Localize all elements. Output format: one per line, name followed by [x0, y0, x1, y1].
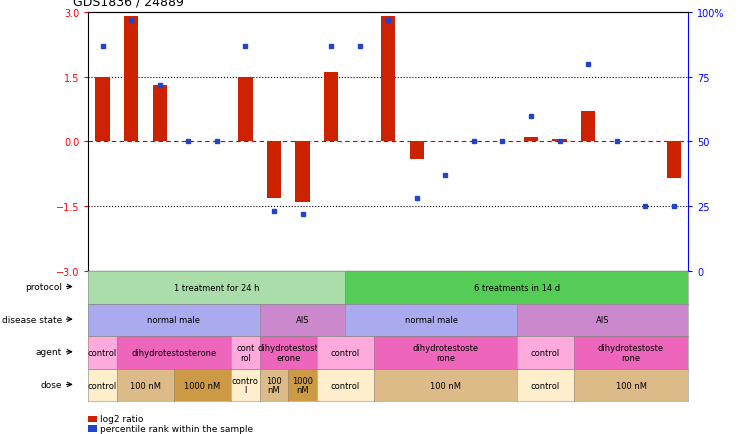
Text: 100
nM: 100 nM — [266, 376, 282, 395]
Text: control: control — [530, 348, 560, 357]
Text: 1 treatment for 24 h: 1 treatment for 24 h — [174, 283, 260, 292]
Bar — [553, 140, 567, 142]
Text: protocol: protocol — [25, 283, 62, 291]
Text: 1000
nM: 1000 nM — [292, 376, 313, 395]
Text: AIS: AIS — [595, 316, 609, 325]
Text: percentile rank within the sample: percentile rank within the sample — [100, 424, 254, 433]
Bar — [267, 142, 281, 198]
Text: cont
rol: cont rol — [236, 343, 254, 362]
Text: AIS: AIS — [295, 316, 309, 325]
Text: dihydrotestoste
rone: dihydrotestoste rone — [412, 343, 479, 362]
Text: control: control — [331, 381, 360, 390]
Bar — [666, 142, 681, 179]
Text: 100 nM: 100 nM — [616, 381, 646, 390]
Bar — [96, 78, 110, 142]
Bar — [238, 78, 253, 142]
Text: agent: agent — [36, 348, 62, 356]
Text: control: control — [88, 381, 117, 390]
Bar — [524, 138, 539, 142]
Bar — [381, 17, 396, 142]
Text: dose: dose — [40, 380, 62, 389]
Text: GDS1836 / 24889: GDS1836 / 24889 — [73, 0, 184, 9]
Text: control: control — [331, 348, 360, 357]
Text: dihydrotestoste
rone: dihydrotestoste rone — [598, 343, 664, 362]
Text: control: control — [88, 348, 117, 357]
Text: disease state: disease state — [1, 315, 62, 324]
Bar — [124, 17, 138, 142]
Text: log2 ratio: log2 ratio — [100, 414, 144, 424]
Bar — [324, 73, 338, 142]
Text: 1000 nM: 1000 nM — [185, 381, 221, 390]
Text: control: control — [530, 381, 560, 390]
Text: normal male: normal male — [147, 316, 200, 325]
Text: contro
l: contro l — [232, 376, 259, 395]
Text: 100 nM: 100 nM — [130, 381, 161, 390]
Bar — [581, 112, 595, 142]
Bar — [410, 142, 424, 159]
Bar — [295, 142, 310, 202]
Text: 100 nM: 100 nM — [430, 381, 461, 390]
Text: normal male: normal male — [405, 316, 458, 325]
Text: 6 treatments in 14 d: 6 treatments in 14 d — [473, 283, 560, 292]
Text: dihydrotestosterone: dihydrotestosterone — [132, 348, 217, 357]
Bar — [153, 86, 167, 142]
Text: dihydrotestost
erone: dihydrotestost erone — [258, 343, 319, 362]
